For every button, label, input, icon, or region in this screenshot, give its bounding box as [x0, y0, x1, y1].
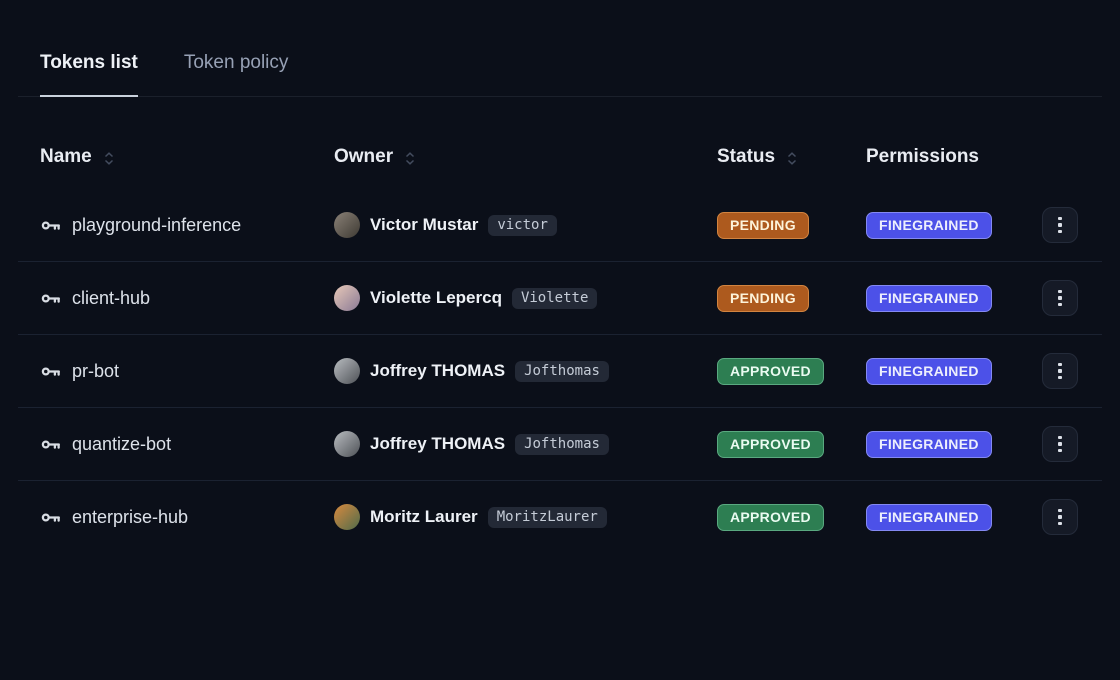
permissions-badge: FINEGRAINED — [866, 503, 992, 531]
status-badge: APPROVED — [717, 357, 824, 385]
status-badge: PENDING — [717, 284, 809, 312]
token-name: quantize-bot — [72, 433, 172, 454]
username-chip: MoritzLaurer — [487, 506, 607, 528]
token-name-cell: playground-inference — [40, 215, 334, 236]
owner-link[interactable]: Moritz Laurer MoritzLaurer — [334, 504, 717, 530]
avatar — [334, 431, 360, 457]
row-menu-button[interactable] — [1042, 426, 1078, 462]
token-name: client-hub — [72, 287, 151, 308]
token-name: pr-bot — [72, 360, 120, 381]
row-menu-button[interactable] — [1042, 353, 1078, 389]
avatar — [334, 358, 360, 384]
column-header-owner[interactable]: Owner — [334, 146, 717, 168]
kebab-menu-icon — [1058, 216, 1062, 221]
table-header-row: Name Owner Status Permissions — [18, 97, 1102, 189]
key-icon — [40, 215, 61, 236]
column-header-name[interactable]: Name — [40, 146, 334, 168]
kebab-menu-icon — [1058, 508, 1062, 513]
table-row: enterprise-hub Moritz Laurer MoritzLaure… — [18, 480, 1102, 553]
token-name: enterprise-hub — [72, 506, 189, 527]
owner-name: Joffrey THOMAS — [370, 434, 506, 453]
row-menu-button[interactable] — [1042, 280, 1078, 316]
status-badge: APPROVED — [717, 503, 824, 531]
permissions-badge: FINEGRAINED — [866, 357, 992, 385]
row-menu-button[interactable] — [1042, 499, 1078, 535]
username-chip: Jofthomas — [515, 360, 609, 382]
column-header-permissions-label: Permissions — [866, 146, 979, 167]
username-chip: Violette — [511, 287, 598, 309]
token-name-cell: enterprise-hub — [40, 507, 334, 528]
column-header-status[interactable]: Status — [717, 146, 866, 168]
owner-link[interactable]: Victor Mustar victor — [334, 212, 717, 238]
avatar — [334, 504, 360, 530]
owner-link[interactable]: Joffrey THOMAS Jofthomas — [334, 358, 717, 384]
column-header-status-label: Status — [717, 146, 776, 167]
avatar — [334, 285, 360, 311]
kebab-menu-icon — [1058, 435, 1062, 440]
kebab-menu-icon — [1058, 362, 1062, 367]
token-name-cell: quantize-bot — [40, 434, 334, 455]
key-icon — [40, 434, 61, 455]
table-row: pr-bot Joffrey THOMAS Jofthomas APPROVED… — [18, 334, 1102, 407]
avatar — [334, 212, 360, 238]
kebab-menu-icon — [1058, 289, 1062, 294]
token-name-cell: pr-bot — [40, 361, 334, 382]
key-icon — [40, 288, 61, 309]
row-menu-button[interactable] — [1042, 207, 1078, 243]
sort-chevrons-icon — [102, 151, 116, 166]
tab-bar: Tokens list Token policy — [18, 50, 1102, 97]
owner-link[interactable]: Violette Lepercq Violette — [334, 285, 717, 311]
tokens-page: Tokens list Token policy Name Owner Stat… — [18, 50, 1102, 553]
table-row: quantize-bot Joffrey THOMAS Jofthomas AP… — [18, 407, 1102, 480]
permissions-badge: FINEGRAINED — [866, 430, 992, 458]
status-badge: APPROVED — [717, 430, 824, 458]
tab-token-policy[interactable]: Token policy — [183, 52, 289, 73]
table-row: client-hub Violette Lepercq Violette PEN… — [18, 261, 1102, 334]
column-header-owner-label: Owner — [334, 146, 394, 167]
owner-name: Violette Lepercq — [370, 288, 502, 307]
username-chip: Jofthomas — [515, 433, 609, 455]
owner-name: Victor Mustar — [370, 215, 479, 234]
table-row: playground-inference Victor Mustar victo… — [18, 189, 1102, 261]
permissions-badge: FINEGRAINED — [866, 211, 992, 239]
owner-link[interactable]: Joffrey THOMAS Jofthomas — [334, 431, 717, 457]
sort-chevrons-icon — [785, 151, 799, 166]
token-name: playground-inference — [72, 214, 242, 235]
tab-tokens-list[interactable]: Tokens list — [40, 50, 138, 97]
key-icon — [40, 507, 61, 528]
token-name-cell: client-hub — [40, 288, 334, 309]
column-header-permissions: Permissions — [866, 146, 1078, 168]
status-badge: PENDING — [717, 211, 809, 239]
tokens-table: Name Owner Status Permissions — [18, 97, 1102, 553]
column-header-name-label: Name — [40, 146, 92, 167]
sort-chevrons-icon — [403, 151, 417, 166]
username-chip: victor — [488, 214, 557, 236]
permissions-badge: FINEGRAINED — [866, 284, 992, 312]
key-icon — [40, 361, 61, 382]
owner-name: Joffrey THOMAS — [370, 361, 506, 380]
owner-name: Moritz Laurer — [370, 507, 478, 526]
